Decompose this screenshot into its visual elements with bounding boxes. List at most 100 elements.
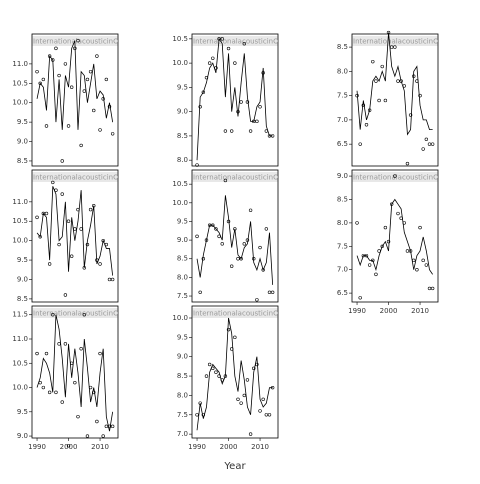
data-point — [245, 100, 250, 104]
data-point — [104, 242, 109, 247]
series-line — [356, 32, 433, 136]
y-tick-label: 8.5 — [17, 295, 28, 303]
y-tick-label: 10.5 — [172, 180, 188, 188]
y-tick-label: 11.0 — [12, 335, 28, 343]
data-point — [57, 342, 61, 346]
panel-strip — [32, 308, 118, 318]
y-tick-label: 9.0 — [177, 236, 188, 244]
data-point — [63, 293, 68, 297]
data-point — [239, 100, 243, 104]
panel-frame — [31, 169, 119, 303]
data-point — [38, 380, 42, 385]
data-point — [107, 424, 112, 429]
data-point — [415, 268, 419, 272]
y-tick-label: 10.0 — [12, 384, 28, 392]
data-point — [226, 327, 231, 332]
data-point — [393, 174, 397, 178]
data-point — [201, 257, 206, 261]
data-point — [41, 211, 46, 216]
data-point — [88, 385, 93, 390]
data-point — [85, 434, 90, 438]
data-point — [98, 351, 102, 356]
data-point — [236, 109, 240, 114]
data-point — [69, 85, 74, 89]
data-point — [35, 215, 39, 220]
data-point — [380, 64, 384, 69]
data-point — [361, 253, 366, 258]
y-tick-label: 10.5 — [12, 217, 28, 225]
data-point — [389, 45, 394, 49]
data-point — [76, 38, 80, 43]
data-point — [79, 143, 83, 148]
data-point — [54, 46, 58, 51]
data-point — [396, 79, 400, 83]
data-point — [270, 385, 275, 390]
data-point — [399, 79, 403, 83]
data-point — [233, 227, 237, 231]
y-tick-label: 10.0 — [12, 99, 28, 107]
data-point — [252, 366, 256, 371]
y-tick-label: 10.0 — [172, 314, 188, 322]
panel: InternationalacousticinOcto 7.0 7.5 8.0 8.5 9… — [172, 305, 279, 472]
panel-frame — [191, 305, 279, 439]
data-point — [270, 134, 275, 138]
data-point — [60, 400, 64, 404]
data-point — [214, 227, 218, 231]
data-point — [374, 79, 378, 83]
data-point — [57, 242, 61, 247]
data-point — [412, 74, 416, 78]
y-tick-label: 7.0 — [177, 430, 188, 438]
y-tick-label: 9.5 — [17, 256, 28, 264]
data-point — [364, 253, 369, 258]
series-line — [36, 314, 114, 432]
data-point — [198, 401, 202, 405]
data-point — [85, 242, 90, 247]
data-point — [358, 142, 362, 146]
data-point — [252, 119, 256, 124]
data-point — [92, 108, 96, 113]
y-tick-label: 10.5 — [172, 35, 188, 43]
y-tick-label: 8.0 — [177, 391, 188, 399]
data-point — [264, 227, 269, 231]
y-tick-label: 10.5 — [12, 359, 28, 367]
data-point — [51, 180, 55, 185]
panel: InternationalacousticinOcto 8.0 8.5 9.0 9.5 1… — [172, 33, 279, 167]
data-point — [399, 216, 403, 220]
y-tick-label: 10.0 — [172, 199, 188, 207]
data-point — [217, 37, 221, 41]
data-point — [258, 105, 262, 109]
y-tick-label: 8.0 — [177, 273, 188, 281]
data-point — [47, 262, 52, 266]
data-point — [41, 77, 46, 82]
data-point — [412, 258, 416, 263]
data-point — [69, 361, 74, 365]
data-point — [229, 347, 234, 351]
data-point — [92, 204, 96, 208]
data-point — [267, 413, 272, 417]
panel-strip — [192, 172, 278, 182]
data-point — [57, 73, 61, 78]
panel-strip — [32, 172, 118, 182]
data-point — [383, 98, 388, 103]
y-tick-label: 8.0 — [337, 67, 348, 75]
data-point — [248, 129, 253, 133]
panel-title: InternationalacousticinOcto — [33, 174, 130, 182]
y-tick-label: 10.5 — [12, 79, 28, 87]
data-point — [267, 134, 272, 138]
data-point — [402, 221, 406, 225]
data-point — [66, 124, 71, 128]
data-point — [242, 393, 246, 398]
data-point — [408, 113, 413, 117]
y-tick-label: 8.5 — [17, 157, 28, 165]
data-point — [371, 59, 375, 64]
panel-frame — [351, 169, 439, 303]
data-point — [66, 219, 71, 223]
data-point — [405, 161, 410, 166]
y-tick-label: 8.5 — [177, 132, 188, 140]
data-point — [220, 37, 224, 41]
data-point — [264, 413, 269, 417]
y-tick-label: 9.5 — [177, 333, 188, 341]
data-point — [214, 66, 218, 70]
data-point — [211, 366, 215, 371]
data-point — [107, 104, 112, 109]
